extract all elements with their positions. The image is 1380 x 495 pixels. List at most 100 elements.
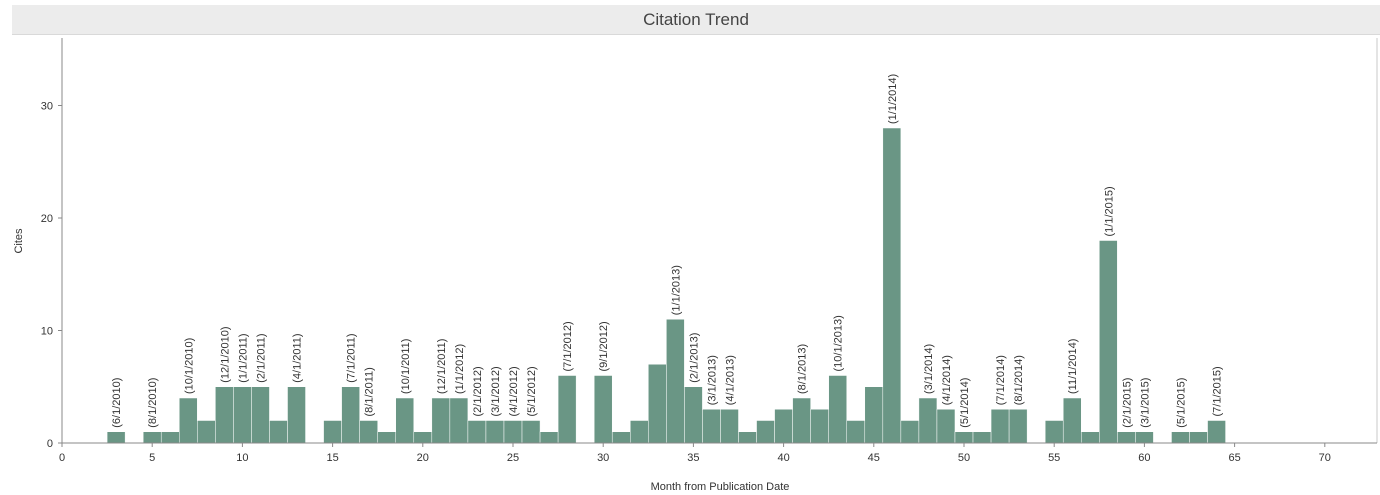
y-axis-title: Cites bbox=[13, 228, 25, 254]
bar-label-month-16: (7/1/2011) bbox=[346, 333, 358, 382]
y-tick-label-10: 10 bbox=[41, 326, 53, 338]
bar-month-64 bbox=[1207, 420, 1226, 444]
bar-label-month-5: (8/1/2010) bbox=[147, 378, 159, 428]
bar-label-month-13: (4/1/2011) bbox=[292, 333, 304, 382]
bar-label-month-3: (6/1/2010) bbox=[111, 378, 123, 428]
bar-label-month-58: (1/1/2015) bbox=[1103, 186, 1115, 236]
bar-label-month-26: (5/1/2012) bbox=[526, 366, 538, 416]
bar-label-month-34: (1/1/2013) bbox=[670, 265, 682, 315]
bar-month-18 bbox=[377, 431, 396, 444]
bar-month-30 bbox=[593, 375, 613, 444]
bar-month-43 bbox=[828, 375, 847, 444]
bar-month-37 bbox=[720, 409, 739, 444]
bar-month-7 bbox=[179, 397, 198, 444]
bar-month-42 bbox=[810, 409, 829, 444]
bar-month-59 bbox=[1117, 431, 1136, 444]
x-tick-label-60: 60 bbox=[1138, 452, 1150, 464]
y-tick-label-20: 20 bbox=[41, 213, 53, 225]
bar-label-month-64: (7/1/2015) bbox=[1212, 366, 1224, 416]
bar-month-44 bbox=[846, 420, 866, 444]
bar-month-51 bbox=[972, 431, 992, 444]
bar-month-11 bbox=[251, 386, 270, 444]
bar-label-month-21: (12/1/2011) bbox=[436, 339, 448, 394]
x-tick-label-65: 65 bbox=[1228, 452, 1240, 464]
x-tick-label-30: 30 bbox=[597, 452, 609, 464]
bar-month-50 bbox=[954, 431, 974, 444]
bar-labels-layer: (6/1/2010) (8/1/2010) (10/1/2010) (12/1/201… bbox=[111, 74, 1223, 428]
bar-month-33 bbox=[648, 364, 667, 444]
bar-month-45 bbox=[864, 386, 884, 444]
bar-month-24 bbox=[485, 420, 505, 444]
bar-month-56 bbox=[1062, 397, 1082, 444]
bar-label-month-23: (2/1/2012) bbox=[472, 366, 484, 416]
x-tick-label-0: 0 bbox=[59, 452, 65, 464]
bar-label-month-56: (11/1/2014) bbox=[1067, 339, 1079, 394]
bar-month-28 bbox=[557, 375, 577, 444]
bar-month-57 bbox=[1081, 431, 1100, 444]
bar-label-month-17: (8/1/2011) bbox=[364, 367, 376, 416]
bar-label-month-52: (7/1/2014) bbox=[995, 355, 1007, 405]
bar-month-36 bbox=[702, 409, 721, 444]
bar-month-6 bbox=[160, 431, 180, 444]
y-tick-label-0: 0 bbox=[47, 438, 53, 450]
bar-month-31 bbox=[611, 431, 631, 444]
bar-label-month-22: (1/1/2012) bbox=[454, 344, 466, 394]
x-axis-title: Month from Publication Date bbox=[651, 481, 790, 493]
bar-label-month-10: (1/1/2011) bbox=[237, 333, 249, 382]
bar-month-9 bbox=[215, 386, 234, 444]
bar-month-62 bbox=[1171, 431, 1190, 444]
bar-label-month-62: (5/1/2015) bbox=[1175, 378, 1187, 428]
bar-label-month-53: (8/1/2014) bbox=[1013, 355, 1025, 405]
bar-month-46 bbox=[882, 127, 902, 444]
bar-month-40 bbox=[774, 409, 793, 444]
bar-month-52 bbox=[990, 409, 1010, 444]
bar-label-month-24: (3/1/2012) bbox=[490, 366, 502, 416]
x-tick-label-35: 35 bbox=[687, 452, 699, 464]
bar-month-53 bbox=[1008, 409, 1028, 444]
x-tick-label-55: 55 bbox=[1048, 452, 1060, 464]
bar-month-20 bbox=[413, 431, 433, 444]
bar-month-15 bbox=[323, 420, 342, 444]
bar-label-month-19: (10/1/2011) bbox=[400, 339, 412, 394]
x-tick-label-15: 15 bbox=[326, 452, 338, 464]
bar-month-32 bbox=[630, 420, 649, 444]
bar-month-8 bbox=[197, 420, 216, 444]
bar-month-5 bbox=[142, 431, 162, 444]
bar-month-21 bbox=[431, 397, 451, 444]
bar-month-27 bbox=[539, 431, 559, 444]
bar-month-58 bbox=[1099, 240, 1118, 444]
bar-month-49 bbox=[936, 409, 956, 444]
bar-label-month-28: (7/1/2012) bbox=[562, 321, 574, 371]
bar-label-month-49: (4/1/2014) bbox=[941, 355, 953, 405]
bar-label-month-50: (5/1/2014) bbox=[959, 378, 971, 428]
bar-label-month-35: (2/1/2013) bbox=[688, 333, 700, 383]
x-tick-label-40: 40 bbox=[777, 452, 789, 464]
x-tick-label-50: 50 bbox=[958, 452, 970, 464]
bar-month-63 bbox=[1189, 431, 1208, 444]
x-tick-label-20: 20 bbox=[417, 452, 429, 464]
bar-month-22 bbox=[449, 397, 469, 444]
bar-month-39 bbox=[756, 420, 775, 444]
bar-label-month-43: (10/1/2013) bbox=[833, 315, 845, 371]
bar-label-month-60: (3/1/2015) bbox=[1139, 378, 1151, 428]
bar-label-month-37: (4/1/2013) bbox=[724, 355, 736, 405]
x-tick-label-45: 45 bbox=[868, 452, 880, 464]
bar-month-12 bbox=[269, 420, 288, 444]
bar-month-13 bbox=[287, 386, 306, 444]
bar-month-16 bbox=[341, 386, 360, 444]
chart-title-bar: Citation Trend bbox=[12, 5, 1380, 35]
chart-title: Citation Trend bbox=[643, 10, 749, 29]
bar-month-23 bbox=[467, 420, 487, 444]
bar-label-month-36: (3/1/2013) bbox=[706, 355, 718, 405]
x-tick-label-25: 25 bbox=[507, 452, 519, 464]
bar-label-month-11: (2/1/2011) bbox=[255, 333, 267, 382]
bar-label-month-41: (8/1/2013) bbox=[797, 344, 809, 394]
bar-month-60 bbox=[1135, 431, 1154, 444]
y-axis: 0 10 20 30 bbox=[41, 101, 62, 450]
bar-label-month-48: (3/1/2014) bbox=[923, 344, 935, 394]
bar-month-41 bbox=[792, 397, 811, 444]
bar-month-25 bbox=[503, 420, 523, 444]
bar-label-month-30: (9/1/2012) bbox=[598, 321, 610, 371]
bar-month-19 bbox=[395, 397, 415, 444]
